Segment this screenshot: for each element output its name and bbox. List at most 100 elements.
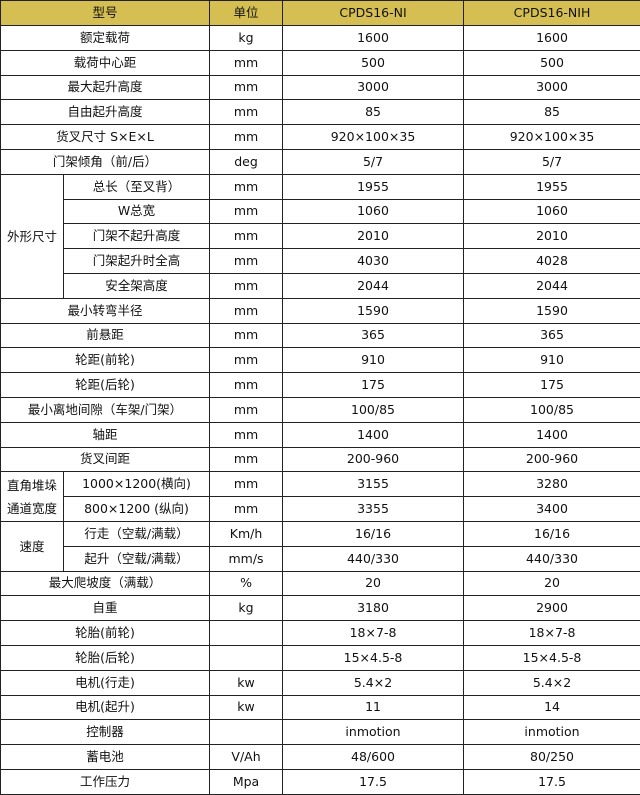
param-label: 工作压力 <box>1 769 210 794</box>
value-model-2: 1060 <box>464 199 640 224</box>
value-model-1: 2044 <box>283 273 464 298</box>
param-label: 安全架高度 <box>64 273 210 298</box>
unit-cell: mm <box>210 273 283 298</box>
value-model-2: 2900 <box>464 596 640 621</box>
header-unit: 单位 <box>210 1 283 26</box>
param-label: 额定载荷 <box>1 26 210 51</box>
value-model-1: 3355 <box>283 497 464 522</box>
unit-cell: kw <box>210 695 283 720</box>
unit-cell: mm <box>210 100 283 125</box>
value-model-2: 2044 <box>464 273 640 298</box>
value-model-1: 5.4×2 <box>283 670 464 695</box>
unit-cell: mm <box>210 224 283 249</box>
unit-cell: V/Ah <box>210 745 283 770</box>
param-label: 电机(起升) <box>1 695 210 720</box>
value-model-2: 100/85 <box>464 397 640 422</box>
unit-cell: mm <box>210 397 283 422</box>
unit-cell <box>210 645 283 670</box>
param-label: W总宽 <box>64 199 210 224</box>
unit-cell: kw <box>210 670 283 695</box>
unit-cell: mm <box>210 199 283 224</box>
value-model-2: 5/7 <box>464 149 640 174</box>
unit-cell: mm <box>210 125 283 150</box>
value-model-2: 5.4×2 <box>464 670 640 695</box>
value-model-2: 1955 <box>464 174 640 199</box>
param-label: 最小转弯半径 <box>1 298 210 323</box>
unit-cell: Mpa <box>210 769 283 794</box>
value-model-1: 11 <box>283 695 464 720</box>
unit-cell: Km/h <box>210 521 283 546</box>
value-model-2: 1600 <box>464 26 640 51</box>
value-model-2: 4028 <box>464 249 640 274</box>
value-model-1: 4030 <box>283 249 464 274</box>
value-model-2: 2010 <box>464 224 640 249</box>
unit-cell: mm <box>210 497 283 522</box>
value-model-1: 200-960 <box>283 447 464 472</box>
unit-cell <box>210 621 283 646</box>
value-model-2: 3280 <box>464 472 640 497</box>
value-model-2: 500 <box>464 50 640 75</box>
unit-cell: mm <box>210 174 283 199</box>
value-model-1: 100/85 <box>283 397 464 422</box>
value-model-1: 85 <box>283 100 464 125</box>
param-label: 最小离地间隙（车架/门架） <box>1 397 210 422</box>
unit-cell: kg <box>210 596 283 621</box>
value-model-1: 1400 <box>283 422 464 447</box>
param-label: 门架倾角（前/后） <box>1 149 210 174</box>
unit-cell: mm <box>210 50 283 75</box>
param-label: 轮距(前轮) <box>1 348 210 373</box>
param-label: 货叉尺寸 S×E×L <box>1 125 210 150</box>
unit-cell: mm <box>210 298 283 323</box>
value-model-2: 16/16 <box>464 521 640 546</box>
param-label: 货叉间距 <box>1 447 210 472</box>
param-label: 行走（空载/满载） <box>64 521 210 546</box>
value-model-1: 175 <box>283 373 464 398</box>
header-row: 型号 单位 CPDS16-NI CPDS16-NIH <box>1 1 640 26</box>
value-model-1: 3000 <box>283 75 464 100</box>
value-model-2: 85 <box>464 100 640 125</box>
unit-cell: % <box>210 571 283 596</box>
param-label: 自重 <box>1 596 210 621</box>
value-model-2: 365 <box>464 323 640 348</box>
value-model-2: 175 <box>464 373 640 398</box>
value-model-2: 910 <box>464 348 640 373</box>
param-label: 轮距(后轮) <box>1 373 210 398</box>
value-model-2: 80/250 <box>464 745 640 770</box>
unit-cell: mm <box>210 422 283 447</box>
param-label: 1000×1200(横向) <box>64 472 210 497</box>
value-model-2: 920×100×35 <box>464 125 640 150</box>
unit-cell: mm <box>210 472 283 497</box>
value-model-1: 1590 <box>283 298 464 323</box>
value-model-2: 18×7-8 <box>464 621 640 646</box>
header-param: 型号 <box>1 1 210 26</box>
value-model-2: 17.5 <box>464 769 640 794</box>
value-model-1: 500 <box>283 50 464 75</box>
param-label: 门架起升时全高 <box>64 249 210 274</box>
param-label: 轴距 <box>1 422 210 447</box>
value-model-2: 3000 <box>464 75 640 100</box>
param-label: 自由起升高度 <box>1 100 210 125</box>
value-model-2: 14 <box>464 695 640 720</box>
param-label: 载荷中心距 <box>1 50 210 75</box>
unit-cell: mm <box>210 323 283 348</box>
header-model-2: CPDS16-NIH <box>464 1 640 26</box>
value-model-1: 5/7 <box>283 149 464 174</box>
param-label: 起升（空载/满载） <box>64 546 210 571</box>
value-model-2: 15×4.5-8 <box>464 645 640 670</box>
unit-cell: mm/s <box>210 546 283 571</box>
